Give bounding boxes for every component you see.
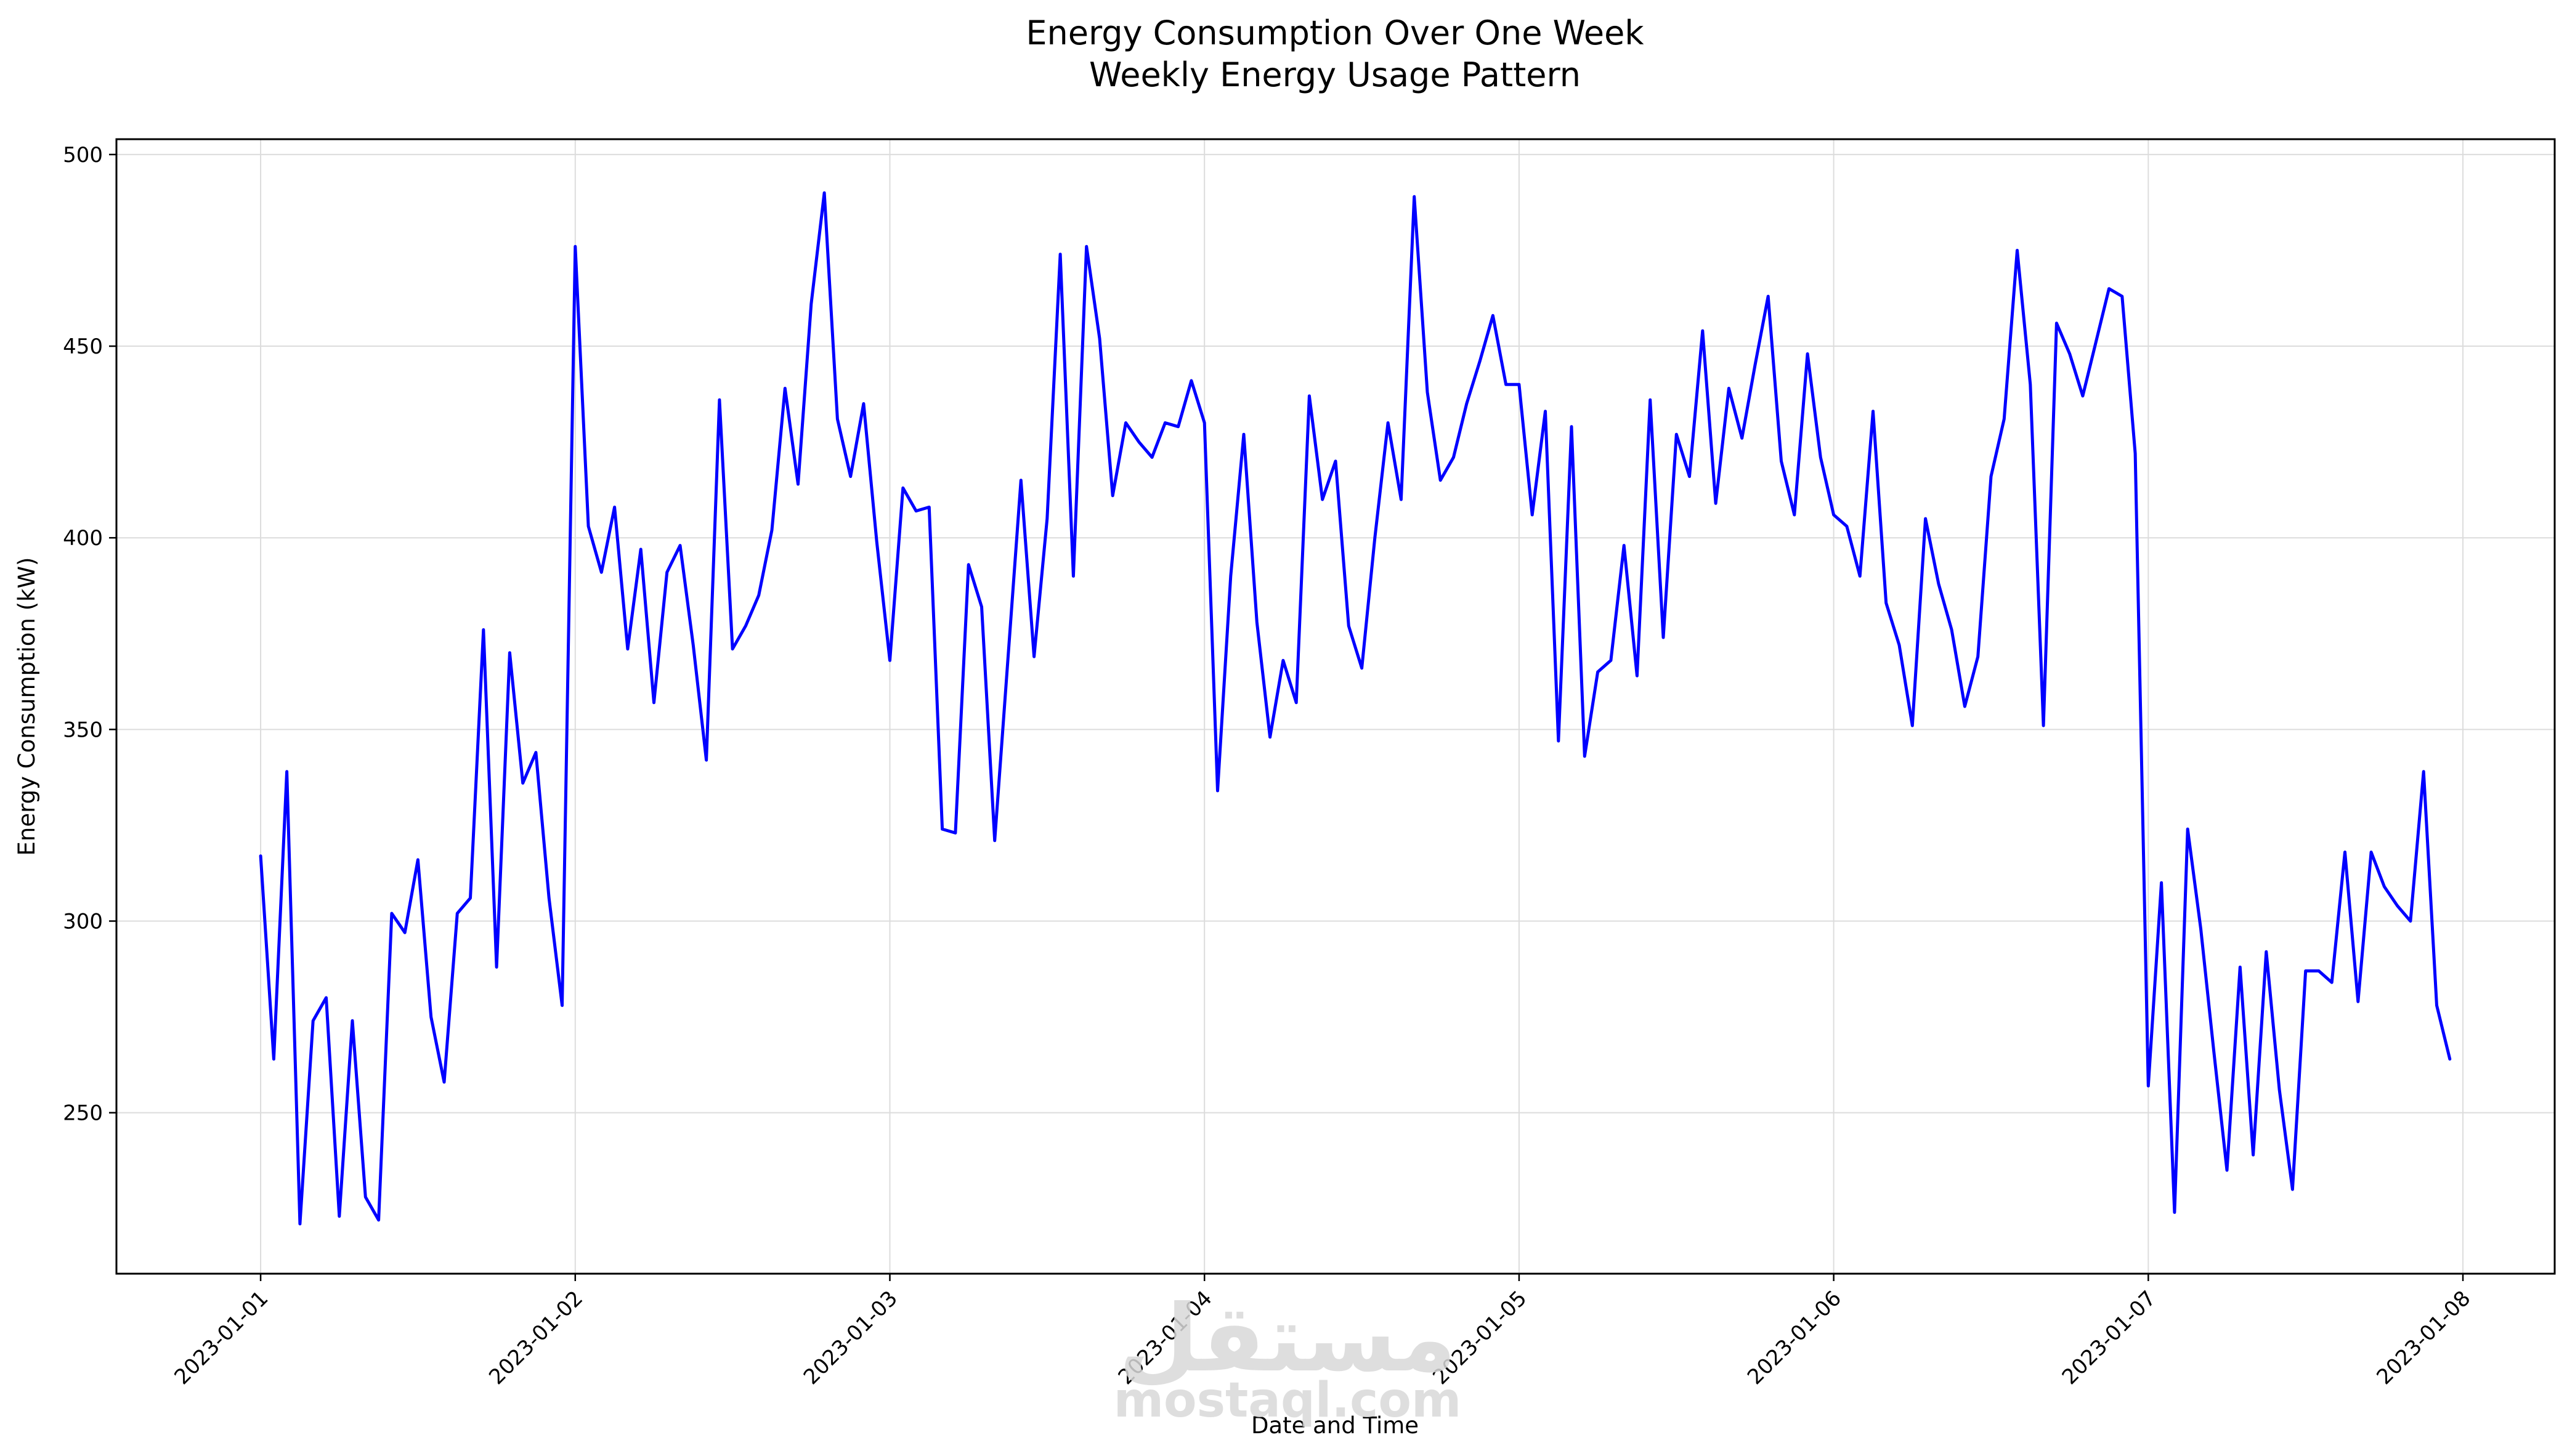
y-axis: 250 300 350 400 450 500 xyxy=(63,143,116,1126)
y-tick-label: 300 xyxy=(63,909,103,934)
y-tick-label: 250 xyxy=(63,1101,103,1126)
watermark: مستقل mostaql.com xyxy=(1114,1285,1462,1428)
series-line-0 xyxy=(259,191,2452,1226)
y-tick-label: 500 xyxy=(63,143,103,168)
watermark-latin: mostaql.com xyxy=(1114,1373,1462,1428)
series-layer xyxy=(259,191,2452,1226)
chart-subtitle: Weekly Energy Usage Pattern xyxy=(1089,55,1581,94)
x-axis-title: Date and Time xyxy=(1251,1412,1419,1439)
y-tick-label: 350 xyxy=(63,718,103,742)
plot-frame xyxy=(115,138,2556,1275)
y-tick-label: 450 xyxy=(63,334,103,359)
y-tick-label: 400 xyxy=(63,526,103,551)
watermark-arabic: مستقل xyxy=(1119,1285,1457,1393)
grid xyxy=(116,139,2555,1274)
y-axis-title: Energy Consumption (kW) xyxy=(14,557,40,856)
chart-title: Energy Consumption Over One Week xyxy=(1026,14,1644,52)
